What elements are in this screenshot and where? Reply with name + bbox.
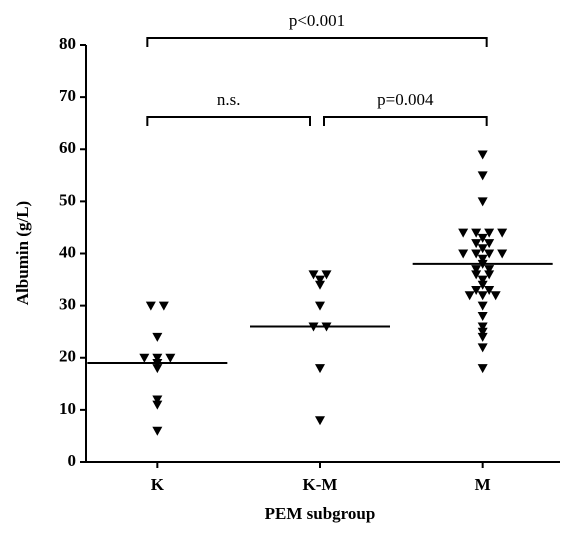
data-point <box>464 291 475 301</box>
x-tick-label: K-M <box>303 475 338 494</box>
significance-bracket <box>146 37 488 47</box>
data-point <box>158 301 169 311</box>
data-point <box>484 239 495 249</box>
data-point <box>471 249 482 259</box>
significance-label: p<0.001 <box>289 11 345 30</box>
data-point <box>315 301 325 311</box>
data-point <box>477 332 488 342</box>
data-point <box>152 400 163 410</box>
data-point <box>477 254 488 264</box>
x-tick-label: K <box>151 475 165 494</box>
significance-label: n.s. <box>217 90 241 109</box>
data-point <box>471 265 482 275</box>
data-point <box>477 171 488 181</box>
data-point <box>308 270 319 280</box>
data-point <box>477 291 488 301</box>
y-tick-label: 40 <box>59 242 76 261</box>
data-point <box>471 270 482 280</box>
data-point <box>477 322 488 332</box>
data-point <box>484 228 495 238</box>
data-point <box>152 353 163 363</box>
data-point <box>145 301 156 311</box>
data-point <box>152 364 163 374</box>
data-point <box>497 228 508 238</box>
data-point <box>315 364 325 374</box>
data-point <box>152 395 163 405</box>
data-point <box>477 312 488 322</box>
y-tick-label: 0 <box>68 451 77 470</box>
data-point <box>315 416 325 426</box>
data-point <box>484 249 495 259</box>
data-point <box>477 327 488 337</box>
data-point <box>471 239 482 249</box>
data-point <box>477 197 488 207</box>
y-tick-label: 50 <box>59 190 76 209</box>
data-point <box>477 343 488 353</box>
data-point <box>458 228 469 238</box>
y-tick-label: 60 <box>59 138 76 157</box>
data-point <box>477 150 488 160</box>
data-point <box>490 291 501 301</box>
data-point <box>315 280 325 290</box>
data-point <box>477 244 488 254</box>
data-point <box>477 280 488 290</box>
data-point <box>458 249 469 259</box>
data-point <box>477 233 488 243</box>
data-point <box>315 275 325 285</box>
data-point <box>152 332 163 342</box>
data-point <box>497 249 508 259</box>
data-point <box>165 353 176 363</box>
data-point <box>152 426 163 436</box>
significance-bracket <box>146 116 311 126</box>
x-axis-label: PEM subgroup <box>265 504 376 523</box>
y-tick-label: 30 <box>59 295 76 314</box>
y-tick-label: 20 <box>59 347 76 366</box>
data-point <box>477 301 488 311</box>
x-tick-label: M <box>475 475 491 494</box>
y-tick-label: 10 <box>59 399 76 418</box>
data-point <box>477 364 488 374</box>
data-point <box>484 285 495 295</box>
data-point <box>139 353 150 363</box>
data-point <box>484 265 495 275</box>
significance-label: p=0.004 <box>377 90 434 109</box>
data-point <box>484 270 495 280</box>
y-tick-label: 70 <box>59 86 76 105</box>
data-point <box>477 275 488 285</box>
data-point <box>321 270 332 280</box>
data-point <box>471 285 482 295</box>
y-axis-label: Albumin (g/L) <box>13 201 32 305</box>
data-point <box>471 228 482 238</box>
significance-bracket <box>323 116 488 126</box>
y-tick-label: 80 <box>59 34 76 53</box>
